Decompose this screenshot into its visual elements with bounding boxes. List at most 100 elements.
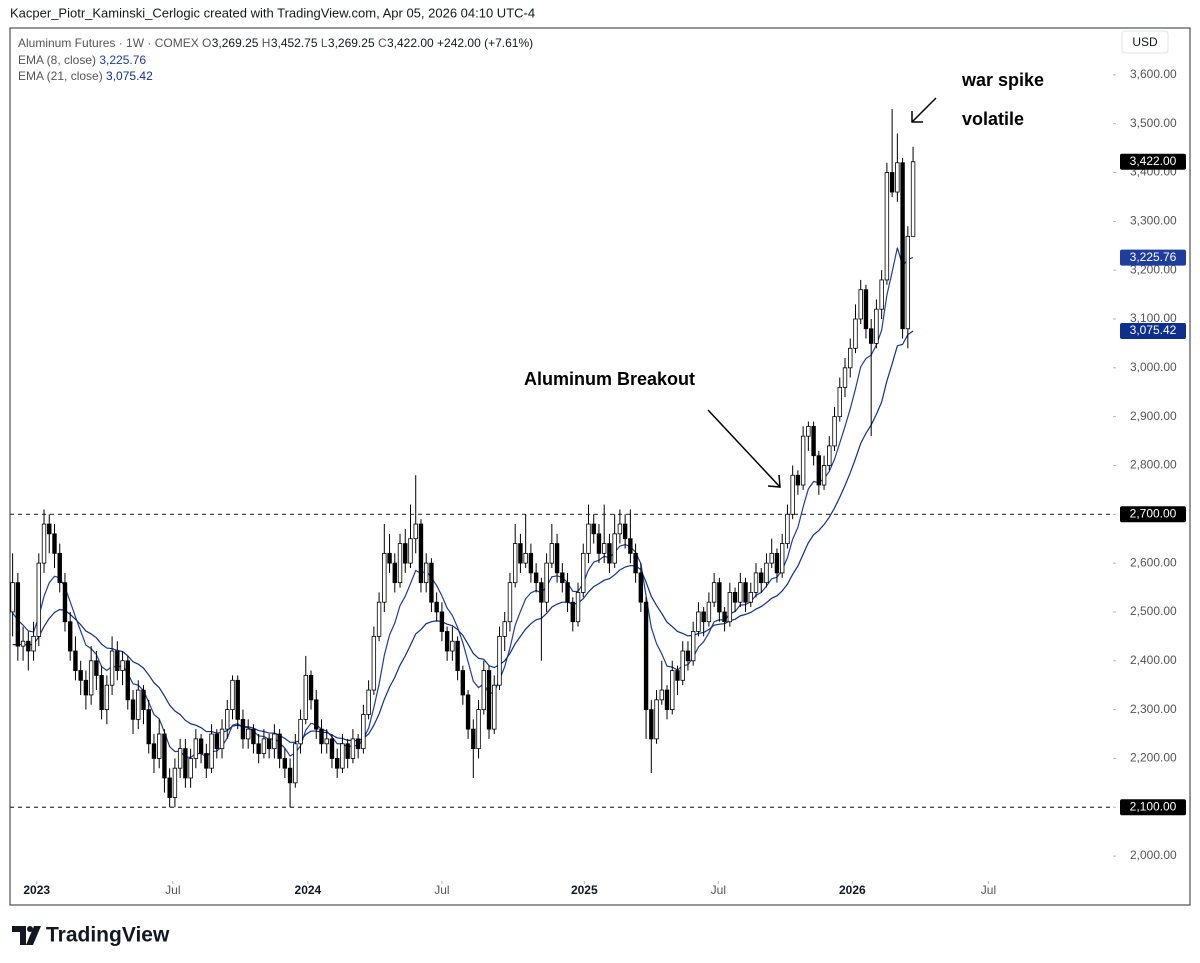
candle-body [633,552,638,574]
candle-body [266,738,272,750]
candle-body [371,635,377,691]
candle-body [130,699,136,720]
logo-shape [27,926,33,932]
candle-body [298,718,303,745]
candle-body [596,533,602,554]
price-badge [1120,506,1186,523]
y-tick-label: 3,300.00 [1130,214,1177,228]
candle-body [151,743,157,759]
legend-row: Aluminum Futures · 1W · COMEX O 3,269.25… [18,35,533,52]
candle-body [429,562,434,603]
legend: Aluminum Futures · 1W · COMEX O 3,269.25… [18,35,533,85]
candle-body [303,675,308,720]
candle-body [518,543,523,564]
currency-box [1121,30,1169,54]
price-badge-label: 3,225.76 [1130,250,1177,264]
candle-body [879,279,884,310]
candle-body [685,650,691,662]
candle-body [460,670,466,696]
logo-shape [12,926,26,945]
candle-body [565,582,570,603]
candle-body [434,601,439,613]
candle-body [245,728,251,740]
y-tick-label: 3,200.00 [1130,262,1177,276]
candle-body [293,743,298,784]
candle-body [711,582,717,603]
legend-name: EMA (8, close) [18,52,97,67]
annotation: Aluminum Breakout [524,369,695,389]
candle-body [853,318,858,349]
candle-body [628,538,633,554]
candle-body [141,689,146,710]
ohlc-value: 3,422.00 [386,36,434,50]
x-tick-label: Jul [711,883,726,897]
candle-body [554,543,560,574]
candle-body [905,235,911,330]
candle-body [240,718,246,740]
candle-body [800,435,806,486]
candle-body [889,172,895,193]
candle-body [439,611,445,632]
candle-body [272,733,277,750]
candle-body [874,308,879,344]
candle-body [539,582,544,603]
y-tick-label: 2,200.00 [1130,751,1177,765]
candle-body [659,689,664,701]
candle-body [764,562,769,584]
candle-body [308,675,314,701]
candle-body [350,738,356,759]
x-tick-label: 2025 [571,883,598,897]
candle-body [795,474,801,486]
candle-body [654,699,659,740]
candle-body [821,465,827,486]
y-tick-label: 2,000.00 [1130,848,1177,862]
candle-body [26,640,31,652]
y-tick-label: 2,400.00 [1130,653,1177,667]
candle-body [607,543,612,564]
candle-body [502,621,507,637]
candle-body [287,767,293,784]
candle-body [612,533,617,564]
candle-body [753,572,759,593]
candle-body [88,660,94,696]
candle-body [324,738,329,745]
ohlc: O 3,269.25 H 3,452.75 L 3,269.25 C 3,422… [202,36,437,50]
price-badge-label: 2,700.00 [1130,506,1177,520]
ohlc-value: 3,269.25 [211,36,259,50]
candle-body [586,523,591,554]
candle-body [675,670,680,681]
x-tick-label: Jul [434,883,449,897]
candle-body [172,767,178,798]
candle-body [717,582,722,613]
candle-body [832,416,837,447]
candle-body [10,582,15,613]
candle-body [591,523,596,535]
ema-legend: EMA (8, close) 3,225.76 EMA (21, close) … [18,52,533,85]
candle-body [533,572,539,584]
candle-body [816,455,822,486]
candle-body [910,161,916,237]
candle-body [806,426,811,437]
candle-body [423,562,429,584]
candle-body [314,699,319,730]
candle-body [560,572,565,584]
candle-body [214,733,219,750]
candle-body [366,689,371,715]
y-tick-label: 2,500.00 [1130,604,1177,618]
candle-body [444,631,450,652]
candle-body [528,552,534,574]
candle-body [649,709,654,740]
arrows [707,97,937,488]
candle-body [376,601,382,637]
candle-body [727,592,733,623]
arrow [707,409,781,488]
candle-body [115,650,120,671]
ema-line [12,247,914,759]
candle-body [20,640,26,647]
candle-body [544,562,549,603]
candle-body [512,543,518,584]
x-tick-label: Jul [981,883,996,897]
candle-body [209,733,214,769]
